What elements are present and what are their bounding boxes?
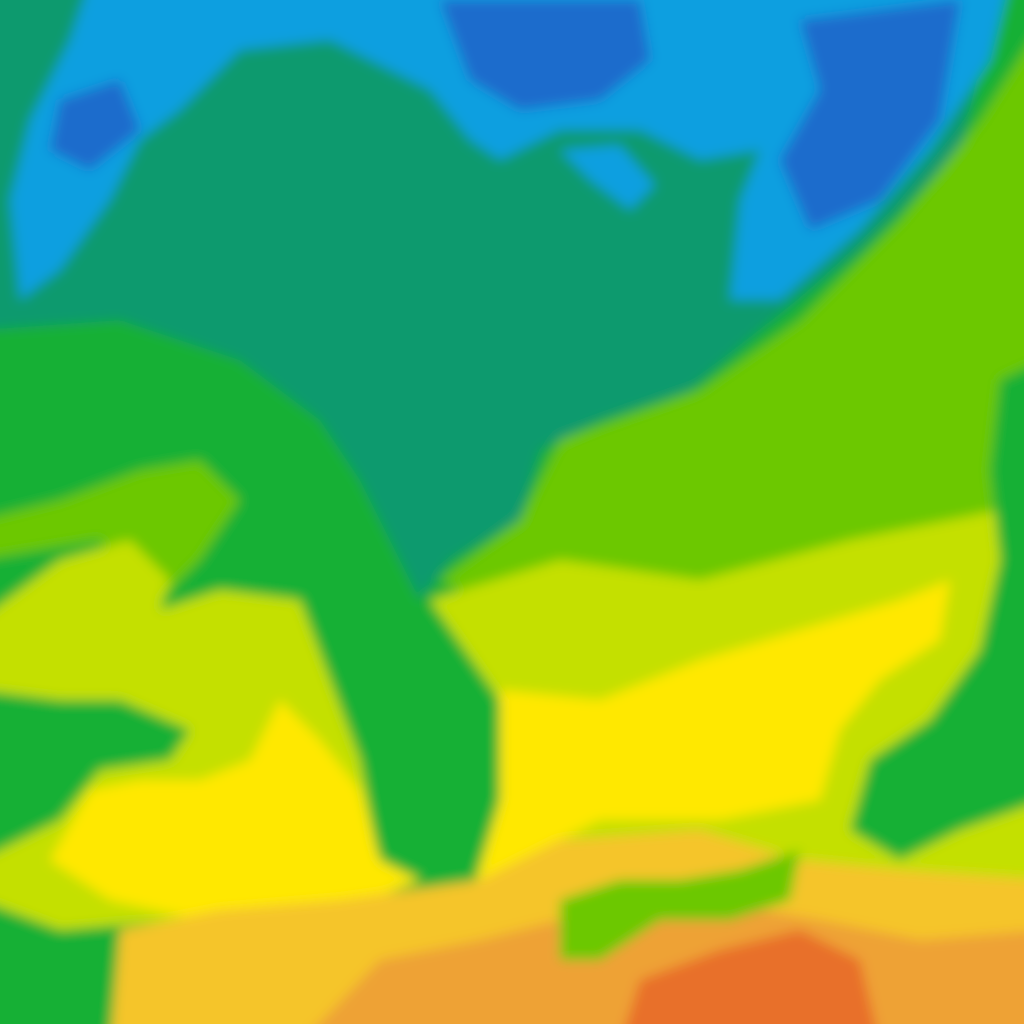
region-deep-blue-3 (50, 80, 140, 170)
region-deep-blue-1 (440, 0, 650, 110)
region-south-islands-green (560, 850, 800, 960)
region-blue-lake (560, 145, 655, 210)
region-yellow (470, 580, 950, 900)
region-green-inner (0, 320, 500, 870)
region-west-green (0, 692, 190, 850)
region-blue (10, 0, 1005, 300)
region-yellow-west (50, 700, 420, 920)
region-lime-west (0, 460, 240, 600)
region-dark-orange (626, 930, 876, 1024)
region-deep-blue-2 (780, 0, 960, 230)
region-japan-green (850, 369, 1024, 860)
